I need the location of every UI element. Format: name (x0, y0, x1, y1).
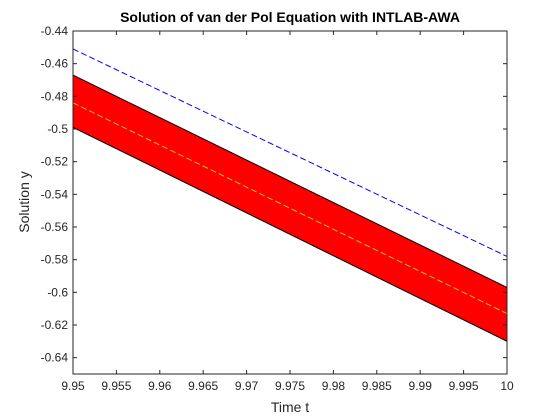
y-tick-label: -0.52 (41, 155, 69, 169)
y-tick-label: -0.62 (41, 318, 69, 332)
y-tick-label: -0.48 (41, 89, 69, 103)
x-tick-label: 10 (500, 379, 514, 393)
y-tick-label: -0.58 (41, 253, 69, 267)
y-tick-label: -0.56 (41, 220, 69, 234)
y-tick-label: -0.44 (41, 24, 69, 38)
x-ticks: 9.95 9.955 9.96 9.965 9.97 9.975 9.98 9.985 9.99… (61, 31, 514, 393)
x-tick-label: 9.98 (322, 379, 346, 393)
series-line-1 (72, 74, 508, 288)
x-tick-label: 9.97 (235, 379, 259, 393)
x-axis-label: Time t (271, 399, 309, 415)
y-tick-label: -0.54 (41, 187, 69, 201)
x-tick-label: 9.95 (61, 379, 85, 393)
y-tick-label: -0.46 (41, 57, 69, 71)
x-tick-label: 9.96 (148, 379, 172, 393)
y-tick-label: -0.64 (41, 351, 69, 365)
y-ticks: -0.64 -0.62 -0.6 -0.58 -0.56 -0.54 -0.52 -0.5 -0… (41, 24, 507, 365)
band-layer (73, 75, 507, 342)
x-tick-label: 9.965 (188, 379, 218, 393)
x-tick-label: 9.975 (275, 379, 305, 393)
chart-title: Solution of van der Pol Equation with IN… (120, 9, 460, 25)
x-tick-label: 9.955 (101, 379, 131, 393)
y-tick-label: -0.5 (47, 122, 68, 136)
series-line-3 (72, 48, 508, 257)
series-layer (72, 48, 508, 342)
y-axis-label: Solution y (16, 171, 32, 232)
y-tick-label: -0.6 (47, 285, 68, 299)
x-tick-label: 9.995 (449, 379, 479, 393)
x-tick-label: 9.99 (409, 379, 433, 393)
x-tick-label: 9.985 (362, 379, 392, 393)
enclosure-band (73, 75, 507, 342)
series-line-2 (72, 126, 508, 342)
